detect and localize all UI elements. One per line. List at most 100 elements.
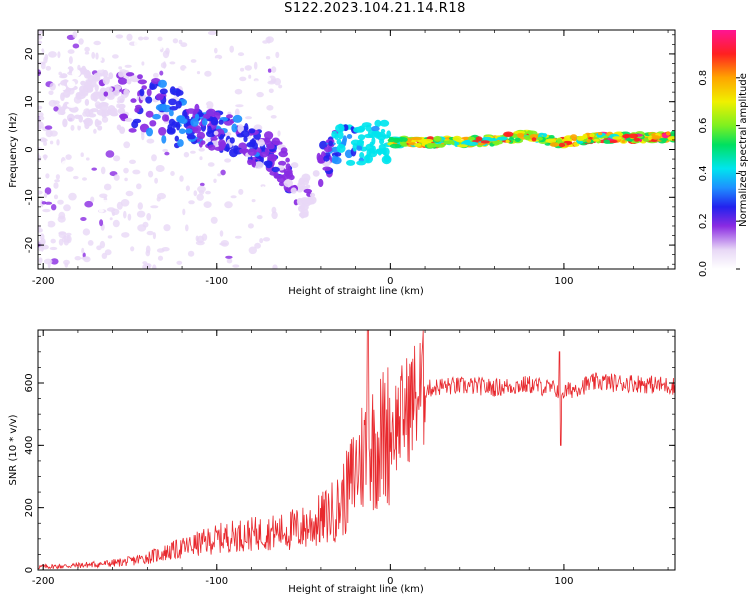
heatmap-noise-cell <box>42 208 51 213</box>
snr-panel: -200 -100 0 100 0 200 400 600 Height of straig… <box>8 329 676 595</box>
heatmap-ridge-cell <box>628 133 638 139</box>
heatmap-ridge-cell <box>318 178 324 188</box>
heatmap-ridge-cell <box>159 88 168 95</box>
heatmap-ridge-cell <box>514 137 521 142</box>
heatmap-noise-cell <box>134 39 141 48</box>
heatmap-ridge-cell <box>236 133 245 138</box>
heatmap-noise-cell <box>126 33 133 41</box>
heatmap-noise-cell <box>40 244 49 250</box>
heatmap-ridge-cell <box>323 155 330 162</box>
heatmap-noise-cell <box>212 225 218 231</box>
snr-x-label: Height of straight line (km) <box>288 584 424 595</box>
heatmap-noise-cell <box>53 182 59 189</box>
heatmap-ridge-cell <box>331 130 338 139</box>
heatmap-ridge-cell <box>176 121 181 131</box>
heatmap-noise-cell <box>113 174 120 181</box>
heatmap-ridge-cell <box>316 152 321 162</box>
heatmap-ridge-cell <box>264 131 274 140</box>
x-tick-label: 100 <box>554 276 573 287</box>
heatmap-ridge-cell <box>508 137 515 141</box>
heatmap-ridge-cell <box>398 137 408 143</box>
heatmap-ridge-cell <box>273 171 279 179</box>
heatmap-ridge-cell <box>118 103 126 109</box>
heatmap-ridge-cell <box>357 134 366 141</box>
heatmap-ridge-cell <box>433 135 442 142</box>
heatmap-ridge-cell <box>651 135 661 140</box>
heatmap-noise-cell <box>43 56 48 64</box>
heatmap-ridge-cell <box>117 107 126 115</box>
heatmap-noise-cell <box>215 37 220 43</box>
heatmap-ridge-cell <box>252 141 258 151</box>
heatmap-noise-cell <box>237 52 245 57</box>
heatmap-noise-cell <box>38 57 43 63</box>
heatmap-ridge-cell <box>66 80 76 89</box>
heatmap-ridge-cell <box>503 131 514 137</box>
heatmap-ridge-cell <box>200 140 206 145</box>
heatmap-noise-cell <box>38 228 43 233</box>
heatmap-noise-cell <box>118 66 123 70</box>
heatmap-noise-cell <box>53 194 59 200</box>
heatmap-noise-cell <box>196 193 204 201</box>
heatmap-ridge-cell <box>93 72 103 77</box>
x-tick-label: -100 <box>205 276 228 287</box>
heatmap-noise-cell <box>54 33 62 40</box>
heatmap-ridge-cell <box>247 148 257 156</box>
heatmap-noise-cell <box>81 247 85 254</box>
heatmap-ridge-cell <box>621 140 626 143</box>
heatmap-ridge-cell <box>168 98 177 106</box>
heatmap-noise-cell <box>116 201 123 210</box>
heatmap-ridge-cell <box>271 166 280 173</box>
heatmap-ridge-cell <box>285 163 291 171</box>
heatmap-ridge-cell <box>382 147 387 156</box>
heatmap-ridge-cell <box>174 135 179 142</box>
heatmap-noise-cell <box>248 191 257 197</box>
heatmap-ridge-cell <box>102 69 109 78</box>
heatmap-noise-cell <box>251 199 256 203</box>
heatmap-noise-cell <box>38 250 43 256</box>
heatmap-noise-cell <box>112 98 117 106</box>
heatmap-noise-cell <box>253 80 261 85</box>
heatmap-noise-cell <box>236 216 241 225</box>
heatmap-ridge-cell <box>336 138 342 145</box>
heatmap-ridge-cell <box>207 125 212 135</box>
heatmap-ridge-cell <box>65 108 70 114</box>
heatmap-noise-cell <box>99 219 104 227</box>
heatmap-ridge-cell <box>132 118 142 124</box>
heatmap-ridge-cell <box>164 114 170 122</box>
heatmap-ridge-cell <box>99 102 109 111</box>
heatmap-ridge-cell <box>217 139 226 148</box>
colorbar-gradient <box>712 30 736 269</box>
heatmap-noise-cell <box>198 148 205 152</box>
heatmap-ridge-cell <box>102 76 110 85</box>
heatmap-ridge-cell <box>531 137 537 142</box>
heatmap-noise-cell <box>95 52 99 60</box>
heatmap-noise-cell <box>268 88 274 94</box>
heatmap-ridge-cell <box>285 157 290 163</box>
heatmap-noise-cell <box>230 195 237 199</box>
heatmap-noise-cell <box>137 224 147 232</box>
heatmap-ridge-cell <box>178 128 186 134</box>
heatmap-ridge-cell <box>226 114 233 119</box>
heatmap-noise-cell <box>38 40 43 45</box>
heatmap-noise-cell <box>87 240 94 246</box>
heatmap-noise-cell <box>82 228 91 236</box>
heatmap-ridge-cell <box>208 144 216 151</box>
heatmap-ridge-cell <box>346 134 353 139</box>
heatmap-noise-cell <box>158 111 165 116</box>
heatmap-ridge-cell <box>388 136 395 141</box>
heatmap-ridge-cell <box>259 151 269 158</box>
heatmap-ridge-cell <box>137 79 147 85</box>
heatmap-noise-cell <box>58 211 66 220</box>
heatmap-ridge-cell <box>463 137 469 141</box>
heatmap-noise-cell <box>179 175 184 182</box>
heatmap-noise-cell <box>101 199 110 204</box>
heatmap-ridge-cell <box>356 160 366 166</box>
heatmap-noise-cell <box>234 235 242 239</box>
heatmap-noise-cell <box>143 36 149 41</box>
heatmap-ridge-cell <box>190 118 199 127</box>
heatmap-noise-cell <box>180 42 188 48</box>
heatmap-ridge-cell <box>116 124 122 131</box>
heatmap-noise-cell <box>225 255 233 259</box>
heatmap-noise-cell <box>182 208 186 216</box>
heatmap-noise-cell <box>127 213 132 221</box>
